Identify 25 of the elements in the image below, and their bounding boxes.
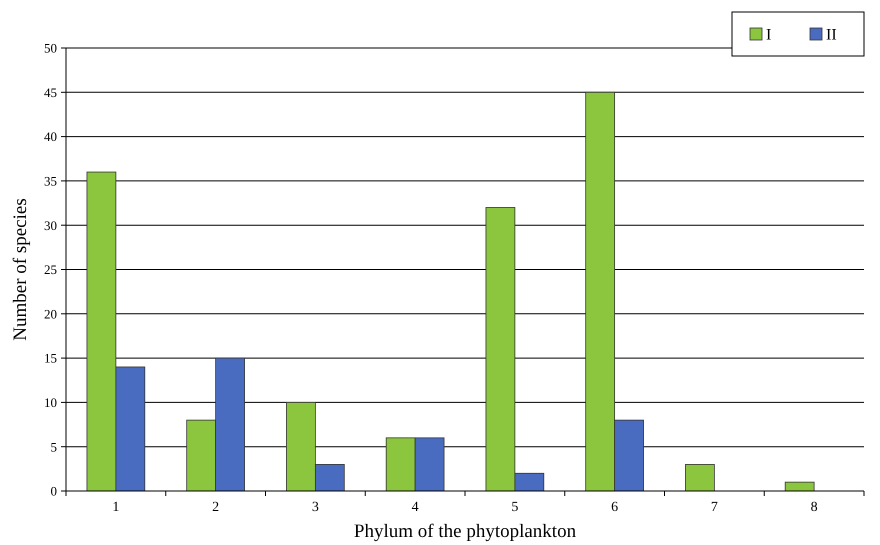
y-tick-label: 50 bbox=[44, 40, 57, 56]
y-tick-label: 15 bbox=[44, 350, 57, 366]
y-tick-label: 25 bbox=[44, 262, 57, 278]
y-tick-label: 10 bbox=[44, 394, 57, 410]
y-tick-label: 30 bbox=[44, 218, 57, 233]
x-tick-label: 7 bbox=[710, 500, 718, 515]
x-axis-title: Phylum of the phytoplankton bbox=[354, 521, 577, 542]
y-tick-label: 0 bbox=[50, 484, 57, 499]
x-tick-label: 3 bbox=[312, 500, 319, 515]
legend-label: I bbox=[766, 26, 772, 44]
x-tick-label: 6 bbox=[611, 500, 618, 515]
bar bbox=[784, 482, 815, 492]
y-tick-label: 45 bbox=[44, 84, 57, 100]
y-tick-label: 20 bbox=[44, 306, 57, 322]
y-axis-title: Number of species bbox=[10, 198, 31, 341]
x-tick-label: 1 bbox=[112, 500, 120, 515]
legend-label: II bbox=[826, 26, 837, 44]
bar bbox=[685, 464, 715, 492]
y-tick-label: 35 bbox=[44, 173, 57, 188]
x-tick-label: 5 bbox=[511, 500, 518, 515]
x-tick-label: 8 bbox=[810, 500, 818, 515]
y-tick-label: 5 bbox=[50, 439, 57, 454]
x-tick-label: 4 bbox=[412, 500, 419, 515]
y-tick-label: 40 bbox=[44, 129, 57, 144]
x-tick-label: 2 bbox=[212, 500, 220, 515]
